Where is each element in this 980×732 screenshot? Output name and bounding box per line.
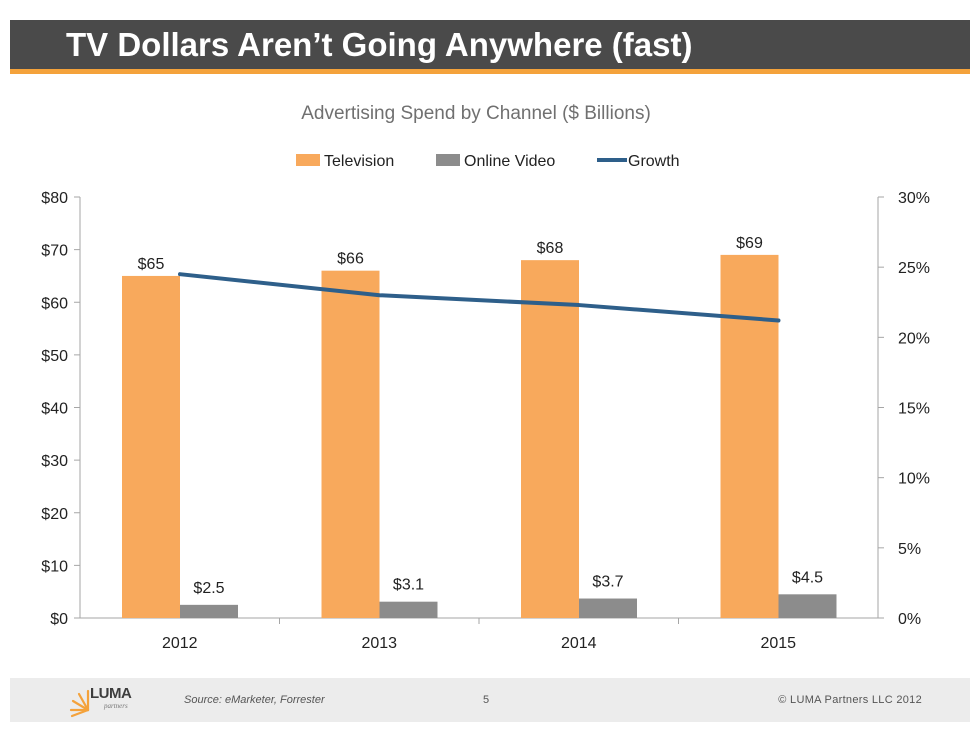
logo-text: LUMA <box>90 685 132 702</box>
advertising-spend-chart: Advertising Spend by Channel ($ Billions… <box>41 103 930 652</box>
logo-subtext: partners <box>104 702 128 710</box>
y-tick-label-right: 10% <box>898 471 930 488</box>
data-label-online-video: $3.1 <box>393 577 424 594</box>
bar-online-video <box>778 594 837 618</box>
data-label-online-video: $3.7 <box>592 574 623 591</box>
y-tick-label-right: 20% <box>898 330 930 347</box>
bar-online-video <box>180 604 238 618</box>
bar-television <box>521 260 579 618</box>
bar-online-video <box>379 601 438 618</box>
y-tick-label-left: $50 <box>41 348 68 365</box>
y-tick-label-left: $30 <box>41 453 68 470</box>
data-label-television: $65 <box>138 256 165 273</box>
y-tick-label-right: 5% <box>898 541 921 558</box>
x-tick-label: 2013 <box>361 635 397 652</box>
legend-label-growth: Growth <box>628 153 680 170</box>
data-label-online-video: $4.5 <box>792 569 823 586</box>
y-tick-label-left: $60 <box>41 295 68 312</box>
bar-television <box>720 254 779 618</box>
legend-swatch-online-video <box>436 154 460 166</box>
chart-title: Advertising Spend by Channel ($ Billions… <box>301 103 651 124</box>
x-tick-label: 2012 <box>162 635 198 652</box>
legend-label-online-video: Online Video <box>464 153 555 170</box>
bar-television <box>122 275 180 618</box>
source-note: Source: eMarketer, Forrester <box>184 694 325 706</box>
x-tick-label: 2014 <box>561 635 597 652</box>
growth-line <box>178 272 781 323</box>
x-tick-label: 2015 <box>760 635 796 652</box>
footer: LUMA partners Source: eMarketer, Forrest… <box>10 678 970 722</box>
y-tick-label-left: $80 <box>41 190 68 207</box>
luma-logo: LUMA partners <box>68 682 148 718</box>
y-tick-label-right: 30% <box>898 190 930 207</box>
page-number: 5 <box>483 694 490 706</box>
y-tick-label-right: 15% <box>898 401 930 418</box>
data-label-online-video: $2.5 <box>193 580 224 597</box>
y-tick-label-left: $10 <box>41 558 68 575</box>
legend-label-television: Television <box>324 153 394 170</box>
y-tick-label-left: $40 <box>41 401 68 418</box>
y-tick-label-right: 0% <box>898 611 921 628</box>
y-tick-label-left: $0 <box>50 611 68 628</box>
bar-television <box>321 270 380 618</box>
data-label-television: $68 <box>537 240 564 257</box>
bar-online-video <box>579 598 637 618</box>
y-tick-label-left: $20 <box>41 506 68 523</box>
legend-swatch-television <box>296 154 320 166</box>
y-tick-label-left: $70 <box>41 243 68 260</box>
copyright: © LUMA Partners LLC 2012 <box>778 694 922 706</box>
y-tick-label-right: 25% <box>898 260 930 277</box>
slide-title: TV Dollars Aren’t Going Anywhere (fast) <box>66 26 693 63</box>
sunburst-icon <box>69 689 90 718</box>
title-bar: TV Dollars Aren’t Going Anywhere (fast) <box>10 20 970 74</box>
data-label-television: $69 <box>736 235 763 252</box>
data-label-television: $66 <box>337 251 364 268</box>
